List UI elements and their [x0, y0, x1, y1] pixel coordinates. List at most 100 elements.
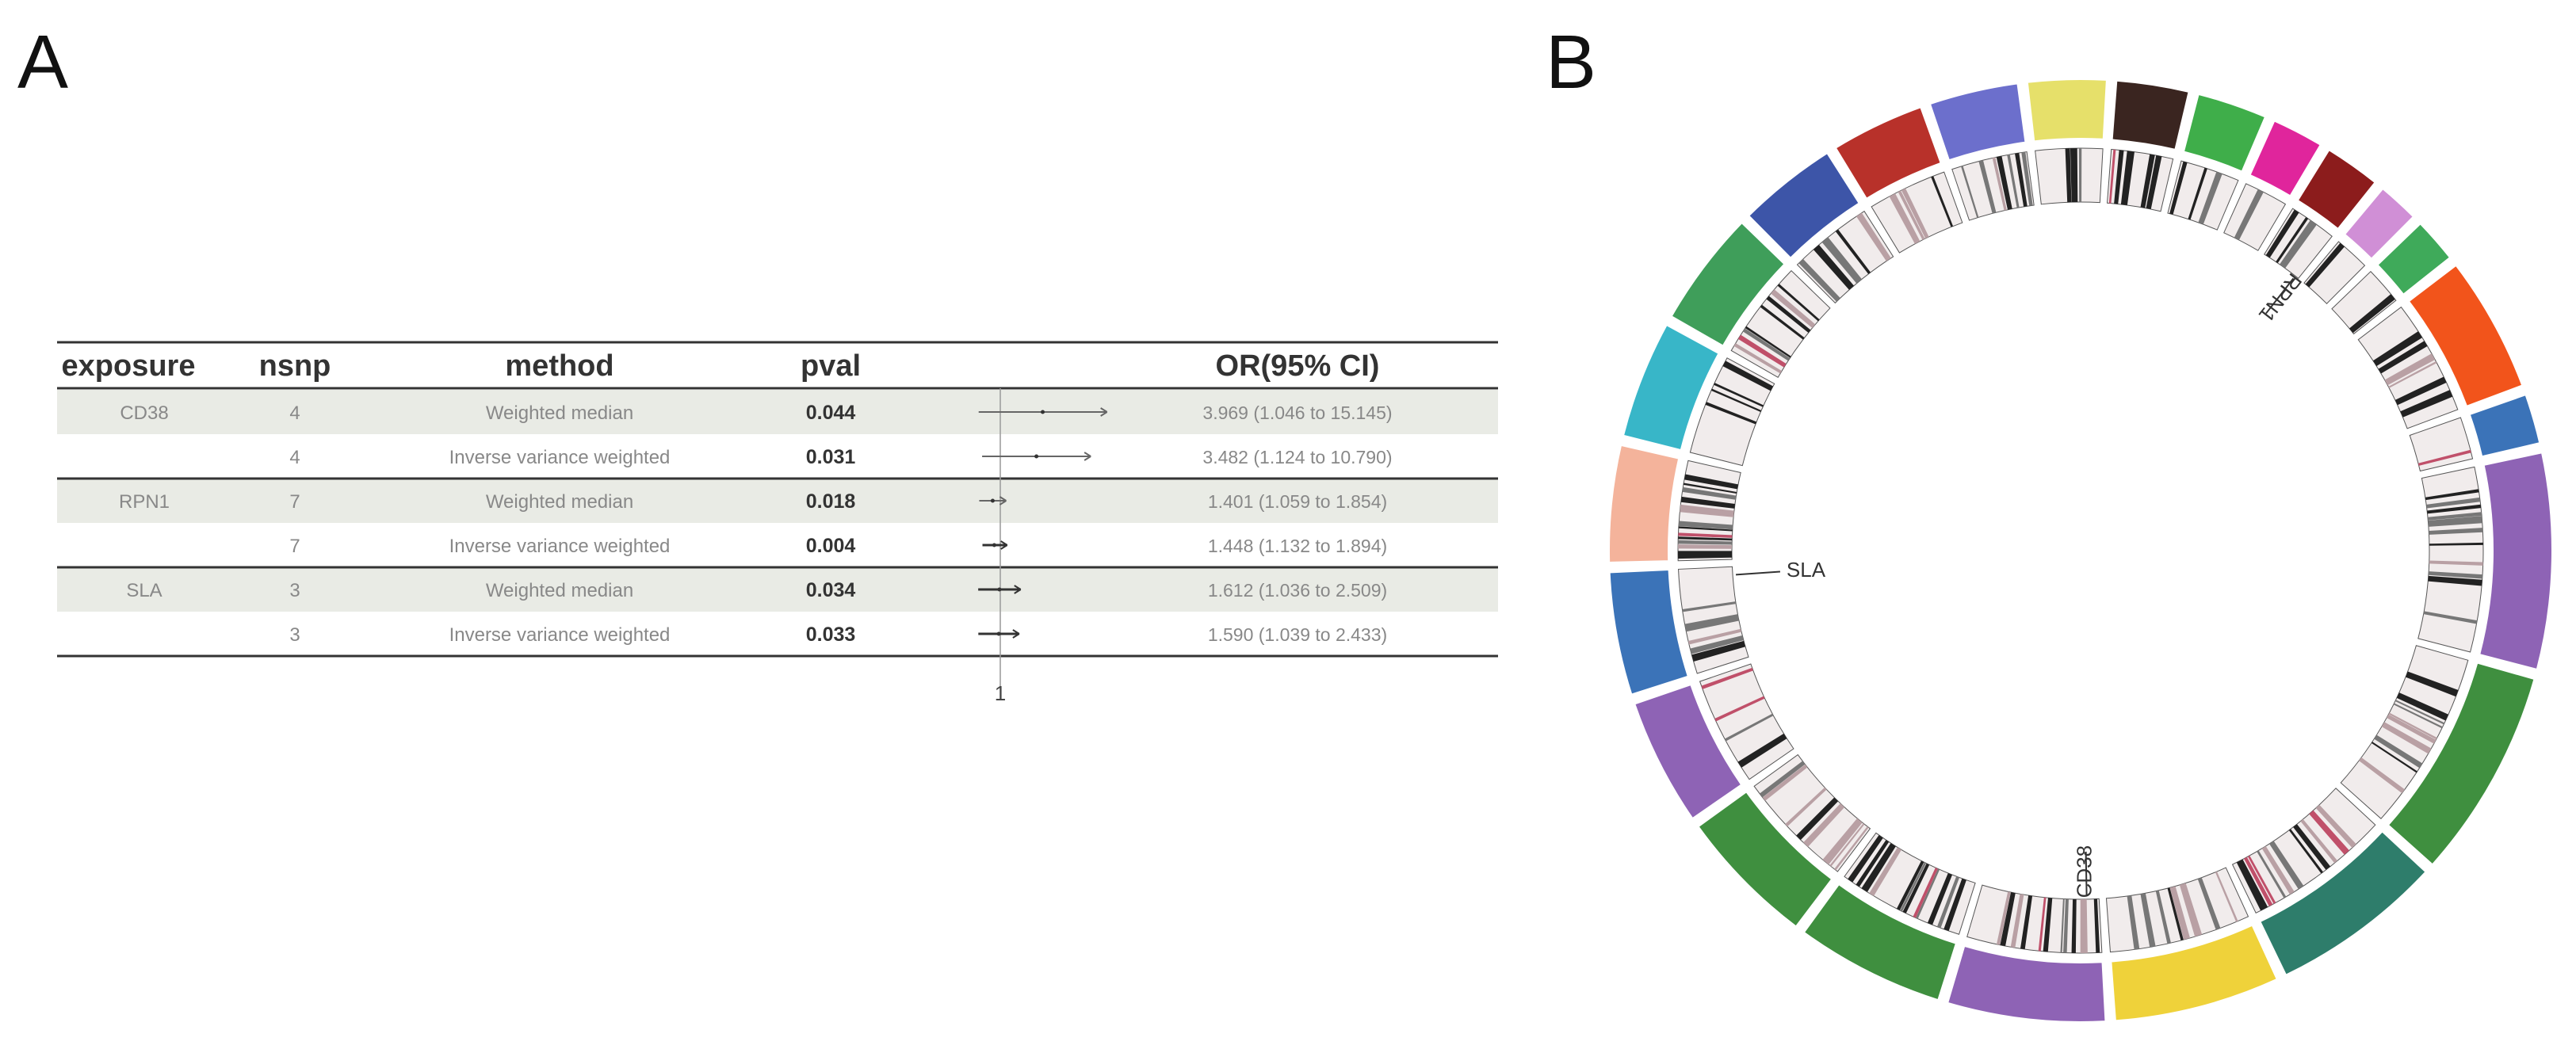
cytoband — [2288, 829, 2323, 874]
cytoband — [1822, 818, 1863, 865]
cytoband — [2236, 859, 2268, 911]
cytoband — [2388, 360, 2437, 388]
cytoband — [1737, 334, 1787, 368]
forest-plot: exposure nsnp method pval OR(95% CI) 1 CD38 4 We… — [57, 341, 1498, 705]
cytoband — [1742, 328, 1791, 361]
cytoband — [2215, 871, 2238, 922]
chromosome-segment — [1946, 944, 2107, 1023]
chromosome-segment — [1697, 790, 1833, 928]
or-ci-cell: 1.612 (1.036 to 2.509) — [1208, 580, 1387, 601]
gene-label: RPN1 — [2254, 269, 2307, 326]
chromosome-segment — [2343, 187, 2415, 260]
ideogram-segment — [2331, 270, 2397, 335]
cytoband — [1777, 284, 1820, 322]
cytoband — [2300, 818, 2337, 864]
gene-leader-line — [2085, 851, 2088, 896]
cytoband — [2378, 341, 2428, 374]
cytoband — [2114, 150, 2124, 204]
row-shade — [57, 567, 1498, 612]
or-ci-cell: 1.590 (1.039 to 2.433) — [1208, 624, 1387, 645]
cytoband — [2065, 148, 2072, 203]
cytoband — [1896, 860, 1924, 910]
cytoband — [2372, 331, 2423, 367]
chromosome-segment — [1608, 444, 1680, 564]
cytoband — [2425, 489, 2479, 501]
panel-a-label: A — [17, 20, 69, 105]
method-cell: Weighted median — [486, 580, 633, 601]
cytoband — [2071, 898, 2077, 953]
cytoband — [1829, 823, 1865, 867]
cytoband — [2428, 575, 2482, 586]
cytoband — [2063, 898, 2069, 953]
cytoband — [2146, 155, 2162, 210]
cytoband — [1678, 521, 1733, 530]
cytoband — [1701, 667, 1753, 689]
cytoband — [1678, 544, 1733, 549]
cytoband — [1705, 402, 1757, 425]
cytoband — [2406, 671, 2459, 697]
cytoband — [2428, 516, 2482, 527]
nsnp-cell: 3 — [289, 624, 300, 646]
cytoband — [1848, 834, 1883, 883]
cytoband — [2020, 895, 2033, 950]
point-estimate — [997, 587, 1002, 592]
pval-cell: 0.033 — [806, 624, 856, 646]
panel-b-label: B — [1546, 20, 1597, 105]
cytoband — [1684, 614, 1739, 632]
ci-arrow — [1084, 452, 1091, 457]
pval-cell: 0.034 — [806, 579, 856, 601]
cytoband — [1835, 229, 1871, 274]
chromosome-segment — [1802, 883, 1958, 1001]
cytoband — [2078, 148, 2082, 203]
cytoband — [1961, 166, 1979, 218]
ci-arrow — [1000, 540, 1008, 546]
pval-header: pval — [801, 349, 861, 383]
cytoband — [1900, 862, 1927, 912]
cytoband — [2400, 390, 2453, 418]
point-estimate — [990, 498, 995, 503]
cytoband — [2359, 757, 2405, 794]
cytoband — [1927, 872, 1953, 925]
cytoband — [2155, 890, 2171, 944]
cytoband — [1821, 237, 1863, 284]
cytoband — [1902, 863, 1930, 914]
ideogram-segment — [2303, 241, 2366, 304]
ideogram-segment — [2231, 788, 2376, 914]
cytoband — [1724, 713, 1774, 742]
cytoband — [1684, 474, 1739, 490]
chromosome-segment — [2111, 79, 2190, 151]
method-cell: Inverse variance weighted — [449, 536, 671, 557]
cytoband — [2070, 148, 2078, 203]
cytoband — [2315, 804, 2356, 849]
cytoband — [1678, 540, 1733, 545]
ci-arrow — [1100, 407, 1108, 413]
chromosome-segment — [2110, 924, 2279, 1022]
chromosome-segment — [1670, 221, 1786, 347]
cytoband — [2261, 845, 2295, 895]
cytoband — [1916, 868, 1940, 919]
chromosome-segment — [2182, 93, 2267, 173]
method-header: method — [505, 349, 613, 383]
point-estimate — [996, 631, 1001, 636]
nsnp-header: nsnp — [259, 349, 331, 383]
cytoband — [1733, 343, 1782, 374]
cytoband — [2381, 722, 2432, 754]
cytoband — [2000, 892, 2016, 947]
cytoband — [2429, 560, 2483, 566]
cytoband — [2021, 151, 2033, 206]
nsnp-cell: 4 — [289, 447, 300, 468]
ideogram-segment — [1730, 269, 1831, 378]
pval-cell: 0.004 — [806, 535, 856, 557]
ci-arrow — [999, 496, 1007, 502]
cytoband — [2127, 895, 2140, 950]
cytoband — [2179, 883, 2203, 937]
method-cell: Weighted median — [486, 402, 633, 424]
cytoband — [1978, 160, 1997, 214]
cytoband — [1722, 360, 1774, 391]
cytoband — [1936, 876, 1960, 929]
cytoband — [2140, 893, 2156, 948]
cytoband — [1678, 551, 1733, 559]
or-ci-cell: 3.969 (1.046 to 15.145) — [1202, 402, 1392, 423]
chromosome-segment — [1834, 105, 1942, 200]
ci-arrow — [1014, 589, 1022, 594]
